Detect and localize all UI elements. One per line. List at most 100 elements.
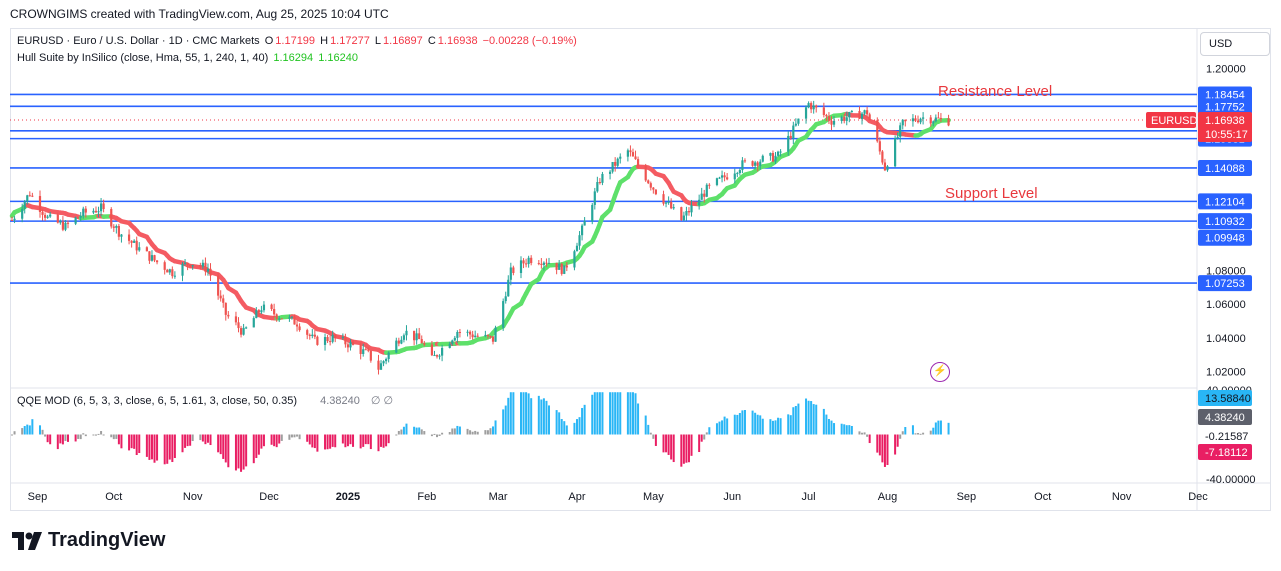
candle-body [115,225,118,228]
qqe-bar [341,434,344,444]
qqe-bar [120,434,123,449]
qqe-bar [827,419,830,435]
qqe-bar [547,405,550,435]
qqe-bar [787,414,790,435]
candle-body [308,334,311,337]
candle-body [489,336,492,338]
currency-selector[interactable]: USD [1200,32,1270,56]
candle-body [486,334,490,337]
candle-body [540,263,543,265]
candle-body [736,173,739,175]
candle-body [453,337,456,341]
candle-body [262,304,266,311]
qqe-bar [31,419,34,435]
qqe-bar [545,400,548,435]
qqe-bar [308,434,311,445]
candle-body [947,118,950,126]
qqe-bar [112,434,115,440]
qqe-bar [629,392,632,435]
candle-body [804,107,808,119]
tradingview-wordmark: TradingView [48,529,166,551]
qqe-bar [934,422,937,435]
candle-body [430,344,434,356]
price-tick-label: 1.02000 [1206,367,1246,379]
time-tick-label: Dec [1188,491,1208,503]
qqe-bar [385,434,388,447]
candle-body [934,117,937,122]
candle-body [346,344,350,348]
candle-body [779,151,782,153]
candle-body [840,116,843,121]
qqe-bar [130,434,133,449]
qqe-bar [397,430,400,435]
candle-body [466,331,469,333]
candle-body [163,262,166,270]
candle-body [349,342,352,348]
candle-body [690,205,693,213]
qqe-bar [74,434,77,442]
qqe-bar [133,434,136,449]
candle-body [769,153,772,156]
candle-body [112,226,115,228]
qqe-bar [751,410,754,435]
candle-body [626,150,629,157]
qqe-bar [736,414,739,435]
candle-body [904,119,907,122]
qqe-bar [115,434,118,439]
qqe-bar [591,394,594,435]
candle-body [79,216,82,218]
qqe-bar [469,430,472,435]
candle-body [92,210,95,213]
candle-body [524,263,528,265]
candle-body [456,331,459,338]
candle-body [522,260,525,264]
resistance-annotation: Resistance Level [938,83,1052,100]
qqe-level-label: -7.18112 [1205,447,1248,459]
candle-body [776,151,780,156]
flash-icon[interactable]: ⚡ [930,362,950,382]
qqe-bar [102,434,105,436]
candle-body [491,336,495,342]
qqe-bar [626,392,629,435]
qqe-bar [453,428,456,435]
qqe-bar [822,408,825,435]
symbol-name: EURUSD · Euro / U.S. Dollar · 1D · CMC M… [17,35,260,47]
qqe-bar [644,415,647,435]
qqe-bar [652,434,655,439]
candle-body [323,337,327,345]
qqe-bar [458,426,461,435]
qqe-bar [718,421,721,435]
candle-body [919,118,922,123]
candle-body [883,162,887,171]
qqe-bar [771,420,774,435]
candle-body [471,334,474,338]
qqe-bar [293,434,296,438]
candle-body [135,240,138,251]
candle-body [183,262,187,264]
hull-suite-band [9,111,951,355]
qqe-bar [278,434,281,444]
candle-body [636,159,640,167]
qqe-bar [262,434,265,447]
candle-body [110,209,113,227]
symbol-legend[interactable]: EURUSD · Euro / U.S. Dollar · 1D · CMC M… [17,35,579,47]
qqe-bar [833,423,836,435]
candle-body [49,214,52,217]
qqe-bar [324,434,327,450]
candle-body [575,245,579,252]
candle-body [298,326,301,331]
candle-body [608,171,612,174]
qqe-legend[interactable]: QQE MOD (6, 5, 3, 3, close, 6, 5, 1.61, … [17,394,395,407]
qqe-bar [848,425,851,435]
qqe-bar [509,392,512,435]
candle-body [894,138,897,167]
qqe-bar [438,434,441,436]
qqe-bar [868,434,871,444]
candle-body [591,204,594,222]
candle-body [901,119,904,126]
qqe-bar [883,434,886,467]
hull-legend[interactable]: Hull Suite by InSilico (close, Hma, 55, … [17,52,360,64]
candle-body [815,105,818,108]
candle-body [21,208,24,219]
